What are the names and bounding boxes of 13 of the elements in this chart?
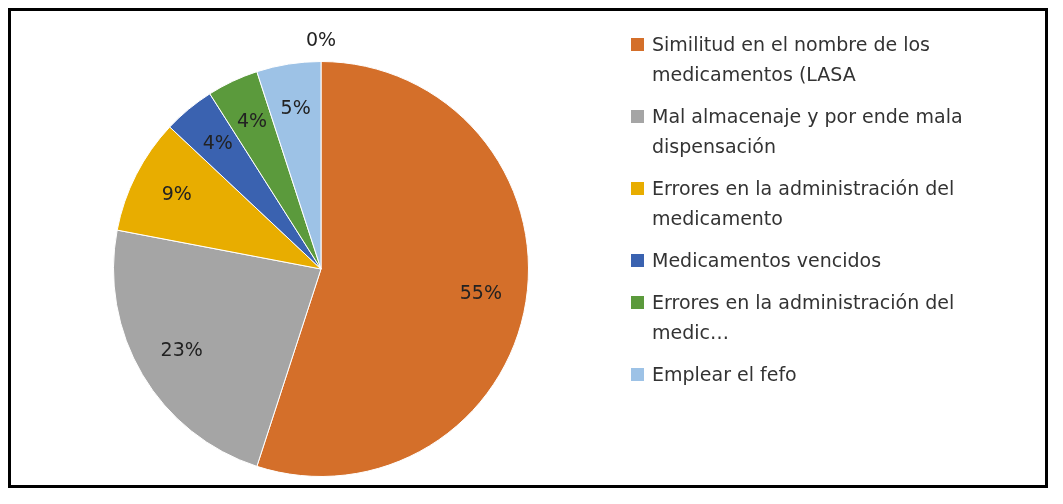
data-label: 55% <box>459 281 502 304</box>
legend-label: Errores en la administración del medicamento <box>652 176 956 231</box>
data-label: 23% <box>160 338 203 361</box>
legend-label: Medicamentos vencidos <box>652 248 882 273</box>
text: 0% <box>305 28 337 51</box>
data-label: 4% <box>202 131 233 154</box>
data-label: 4% <box>237 109 268 132</box>
legend-label: Errores en la administración del medic… <box>652 290 956 345</box>
legend-label: Emplear el fefo <box>652 362 797 387</box>
data-label: 9% <box>161 182 192 205</box>
legend-label: Mal almacenaje y por ende mala dispensación <box>652 104 964 159</box>
legend-label: Similitud en el nombre de los medicamentos (LASA <box>652 32 931 87</box>
data-label: 5% <box>280 96 311 119</box>
